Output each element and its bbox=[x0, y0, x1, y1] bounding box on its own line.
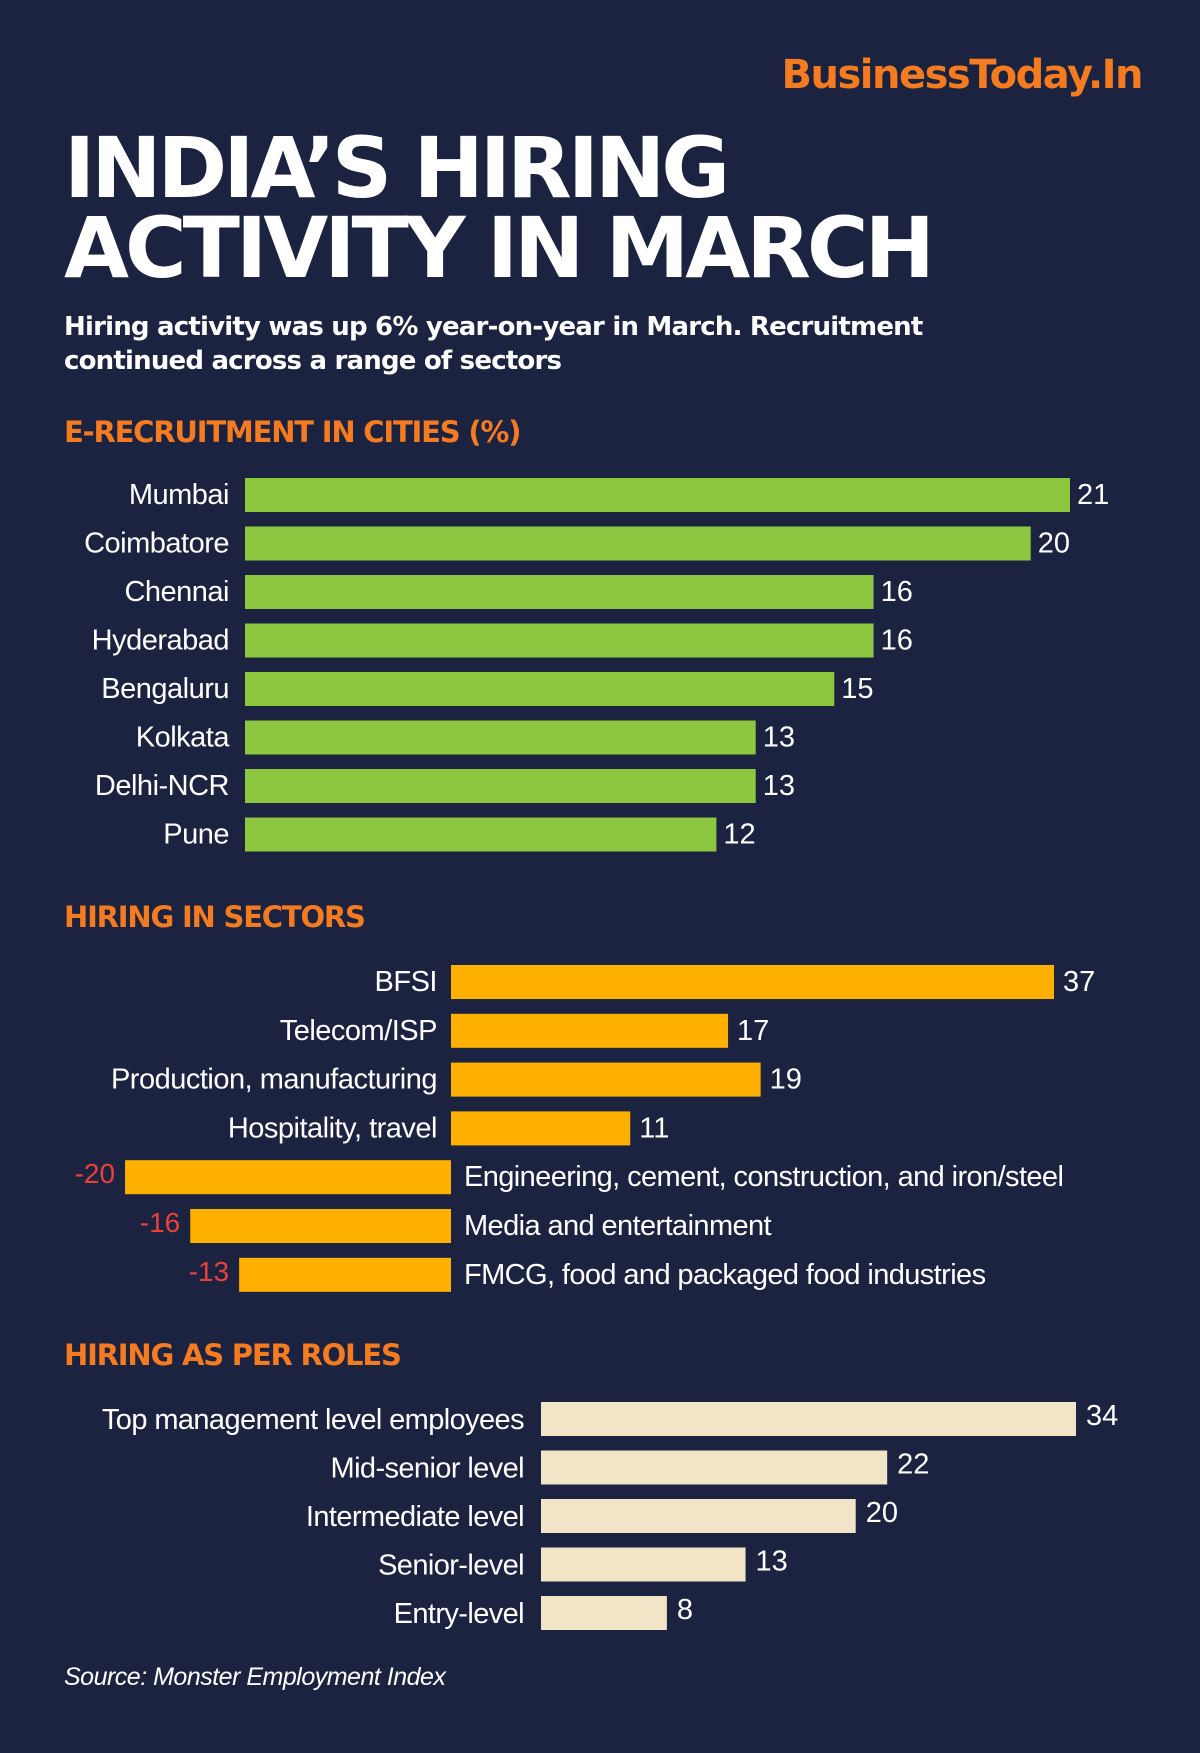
city-value-mumbai: 21 bbox=[1077, 479, 1109, 511]
city-label-coimbatore: Coimbatore bbox=[84, 528, 229, 560]
city-bar-chennai bbox=[245, 575, 874, 609]
title-line-2: ACTIVITY IN MARCH bbox=[64, 199, 935, 297]
source-note: Source: Monster Employment Index bbox=[64, 1663, 446, 1691]
city-value-bengaluru: 15 bbox=[841, 673, 873, 705]
sector-value-media-and-entertainment: -16 bbox=[140, 1207, 180, 1238]
city-label-delhi-ncr: Delhi-NCR bbox=[95, 770, 229, 802]
role-value-intermediate-level: 20 bbox=[866, 1497, 898, 1529]
sector-value-telecom-isp: 17 bbox=[737, 1015, 769, 1047]
city-bar-hyderabad bbox=[245, 623, 874, 658]
sectors-section-title: HIRING IN SECTORS bbox=[64, 900, 366, 934]
sector-label-hospitality-travel: Hospitality, travel bbox=[228, 1112, 437, 1144]
sector-bar-bfsi bbox=[451, 965, 1054, 999]
role-label-entry-level: Entry-level bbox=[394, 1598, 524, 1630]
city-label-bengaluru: Bengaluru bbox=[101, 673, 229, 705]
role-bar-top-management-level-employees bbox=[541, 1402, 1076, 1436]
sector-label-bfsi: BFSI bbox=[375, 966, 437, 998]
sector-label-telecom-isp: Telecom/ISP bbox=[280, 1015, 437, 1047]
role-label-mid-senior-level: Mid-senior level bbox=[331, 1453, 524, 1485]
sector-label-media-and-entertainment: Media and entertainment bbox=[464, 1210, 772, 1242]
sector-value-engineering-cement-construction-and-iron-steel: -20 bbox=[75, 1158, 115, 1189]
city-label-mumbai: Mumbai bbox=[129, 479, 229, 511]
sector-label-engineering-cement-construction-and-iron-steel: Engineering, cement, construction, and i… bbox=[464, 1161, 1063, 1193]
sector-bar-fmcg-food-and-packaged-food-industries bbox=[239, 1257, 451, 1292]
cities-section-title: E-RECRUITMENT IN CITIES (%) bbox=[64, 415, 521, 449]
role-value-entry-level: 8 bbox=[677, 1594, 693, 1626]
page-title: INDIA’S HIRING ACTIVITY IN MARCH bbox=[64, 119, 1064, 297]
cities-chart: Mumbai 21 Coimbatore 20 Chennai 16 Hyderabad 16… bbox=[84, 478, 1109, 852]
sector-label-production-manufacturing: Production, manufacturing bbox=[111, 1064, 437, 1096]
city-label-kolkata: Kolkata bbox=[136, 722, 231, 754]
city-value-hyderabad: 16 bbox=[881, 625, 913, 657]
role-label-intermediate-level: Intermediate level bbox=[306, 1501, 524, 1533]
city-value-coimbatore: 20 bbox=[1038, 528, 1070, 560]
roles-section-title: HIRING AS PER ROLES bbox=[64, 1338, 402, 1372]
sector-value-fmcg-food-and-packaged-food-industries: -13 bbox=[189, 1256, 229, 1287]
city-label-hyderabad: Hyderabad bbox=[92, 625, 229, 657]
city-bar-mumbai bbox=[245, 478, 1070, 512]
role-bar-senior-level bbox=[541, 1547, 746, 1582]
sector-bar-engineering-cement-construction-and-iron-steel bbox=[125, 1160, 452, 1195]
subtitle: Hiring activity was up 6% year-on-year i… bbox=[64, 312, 923, 376]
sector-value-bfsi: 37 bbox=[1063, 966, 1095, 998]
role-bar-entry-level bbox=[541, 1596, 667, 1630]
role-bar-mid-senior-level bbox=[541, 1450, 888, 1485]
role-bar-intermediate-level bbox=[541, 1499, 856, 1533]
roles-chart: Top management level employees 34 Mid-seni… bbox=[102, 1400, 1118, 1630]
role-label-top-management-level-employees: Top management level employees bbox=[102, 1404, 524, 1436]
city-value-pune: 12 bbox=[723, 819, 755, 851]
sector-value-hospitality-travel: 11 bbox=[639, 1112, 669, 1144]
role-label-senior-level: Senior-level bbox=[378, 1550, 524, 1582]
sectors-chart: BFSI 37 Telecom/ISP 17 Production, manufactu… bbox=[75, 965, 1095, 1292]
city-label-chennai: Chennai bbox=[124, 576, 229, 608]
role-value-mid-senior-level: 22 bbox=[897, 1449, 929, 1481]
city-value-delhi-ncr: 13 bbox=[763, 770, 795, 802]
role-value-top-management-level-employees: 34 bbox=[1086, 1400, 1118, 1432]
city-bar-pune bbox=[245, 817, 717, 852]
sector-bar-telecom-isp bbox=[451, 1013, 729, 1048]
sector-bar-media-and-entertainment bbox=[190, 1209, 452, 1243]
city-label-pune: Pune bbox=[163, 819, 229, 851]
brand-logo: BusinessToday.In bbox=[781, 52, 1143, 98]
sector-value-production-manufacturing: 19 bbox=[770, 1064, 802, 1096]
role-value-senior-level: 13 bbox=[756, 1546, 788, 1578]
city-value-kolkata: 13 bbox=[763, 722, 795, 754]
title-line-1: INDIA’S HIRING bbox=[64, 119, 730, 217]
sector-bar-production-manufacturing bbox=[451, 1062, 761, 1097]
city-value-chennai: 16 bbox=[881, 576, 913, 608]
sector-label-fmcg-food-and-packaged-food-industries: FMCG, food and packaged food industries bbox=[464, 1259, 986, 1291]
city-bar-bengaluru bbox=[245, 672, 835, 706]
city-bar-delhi-ncr bbox=[245, 769, 756, 803]
city-bar-kolkata bbox=[245, 720, 756, 755]
sector-bar-hospitality-travel bbox=[451, 1111, 631, 1146]
city-bar-coimbatore bbox=[245, 526, 1031, 561]
